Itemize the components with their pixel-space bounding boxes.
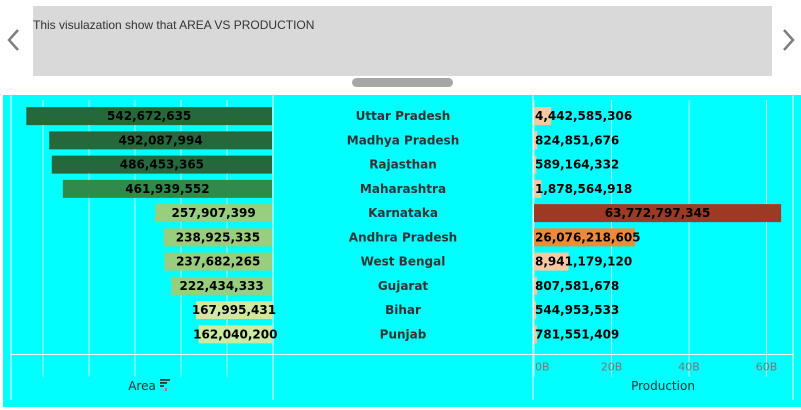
production-value-label: 589,164,332 — [535, 158, 619, 172]
area-bar[interactable] — [198, 325, 272, 344]
scroll-handle[interactable] — [352, 78, 453, 87]
sort-descending-icon[interactable] — [165, 388, 167, 391]
area-bar[interactable] — [62, 179, 272, 198]
production-bar[interactable] — [534, 228, 636, 247]
production-bar[interactable] — [534, 276, 538, 295]
production-value-label: 8,941,179,120 — [535, 255, 632, 269]
caption-box: This visulazation show that AREA VS PROD… — [33, 6, 772, 76]
area-value-label: 542,672,635 — [107, 109, 191, 123]
production-bar[interactable] — [534, 131, 538, 150]
production-value-label: 63,772,797,345 — [605, 206, 711, 220]
production-tick-label: 40B — [678, 361, 700, 374]
state-label: Madhya Pradesh — [347, 133, 460, 147]
production-value-label: 544,953,533 — [535, 303, 619, 317]
area-value-label: 492,087,994 — [118, 133, 202, 147]
chart-svg: 542,672,635 Uttar Pradesh 4,442,585,306 492… — [3, 95, 801, 407]
sort-descending-icon[interactable] — [160, 382, 167, 384]
area-bar[interactable] — [26, 107, 273, 126]
production-value-label: 1,878,564,918 — [535, 182, 632, 196]
production-value-label: 781,551,409 — [535, 327, 619, 341]
production-bar[interactable] — [534, 155, 537, 174]
state-label: Uttar Pradesh — [356, 109, 451, 123]
production-bar[interactable] — [534, 179, 542, 198]
area-bar[interactable] — [171, 276, 272, 295]
production-axis-title: Production — [631, 379, 695, 393]
area-bar[interactable] — [155, 204, 272, 223]
area-value-label: 167,995,431 — [192, 303, 276, 317]
caption-text: This visulazation show that AREA VS PROD… — [33, 18, 315, 32]
area-bar[interactable] — [51, 155, 273, 174]
area-bar[interactable] — [164, 252, 272, 271]
state-label: West Bengal — [361, 255, 446, 269]
production-bar[interactable] — [534, 325, 538, 344]
production-bar[interactable] — [534, 107, 552, 126]
state-label: Bihar — [385, 303, 421, 317]
production-tick-label: 20B — [601, 361, 623, 374]
next-arrow-icon[interactable] — [778, 22, 798, 58]
area-value-label: 238,925,335 — [176, 230, 260, 244]
area-axis-title: Area — [128, 379, 156, 393]
area-bar[interactable] — [49, 131, 272, 150]
area-bar[interactable] — [163, 228, 272, 247]
area-value-label: 486,453,365 — [120, 158, 204, 172]
state-label: Maharashtra — [360, 182, 446, 196]
production-value-label: 824,851,676 — [535, 133, 619, 147]
production-bar[interactable] — [534, 301, 537, 320]
state-label: Gujarat — [378, 279, 429, 293]
area-bar[interactable] — [195, 301, 272, 320]
production-tick-label: 60B — [756, 361, 778, 374]
state-label: Punjab — [380, 327, 427, 341]
production-tick-label: 0B — [535, 361, 550, 374]
production-value-label: 26,076,218,605 — [535, 230, 641, 244]
state-label: Karnataka — [368, 206, 438, 220]
chart-container: 542,672,635 Uttar Pradesh 4,442,585,306 492… — [3, 95, 801, 407]
production-bar[interactable] — [534, 204, 782, 223]
area-value-label: 461,939,552 — [125, 182, 209, 196]
area-value-label: 257,907,399 — [171, 206, 255, 220]
sort-descending-icon[interactable] — [160, 385, 164, 387]
production-bar[interactable] — [534, 252, 569, 271]
previous-arrow-icon[interactable] — [4, 22, 24, 58]
production-value-label: 807,581,678 — [535, 279, 619, 293]
area-value-label: 222,434,333 — [180, 279, 264, 293]
production-value-label: 4,442,585,306 — [535, 109, 632, 123]
area-value-label: 162,040,200 — [193, 327, 277, 341]
state-label: Andhra Pradesh — [349, 230, 457, 244]
area-value-label: 237,682,265 — [176, 255, 260, 269]
state-label: Rajasthan — [369, 158, 437, 172]
sort-descending-icon[interactable] — [160, 379, 170, 381]
